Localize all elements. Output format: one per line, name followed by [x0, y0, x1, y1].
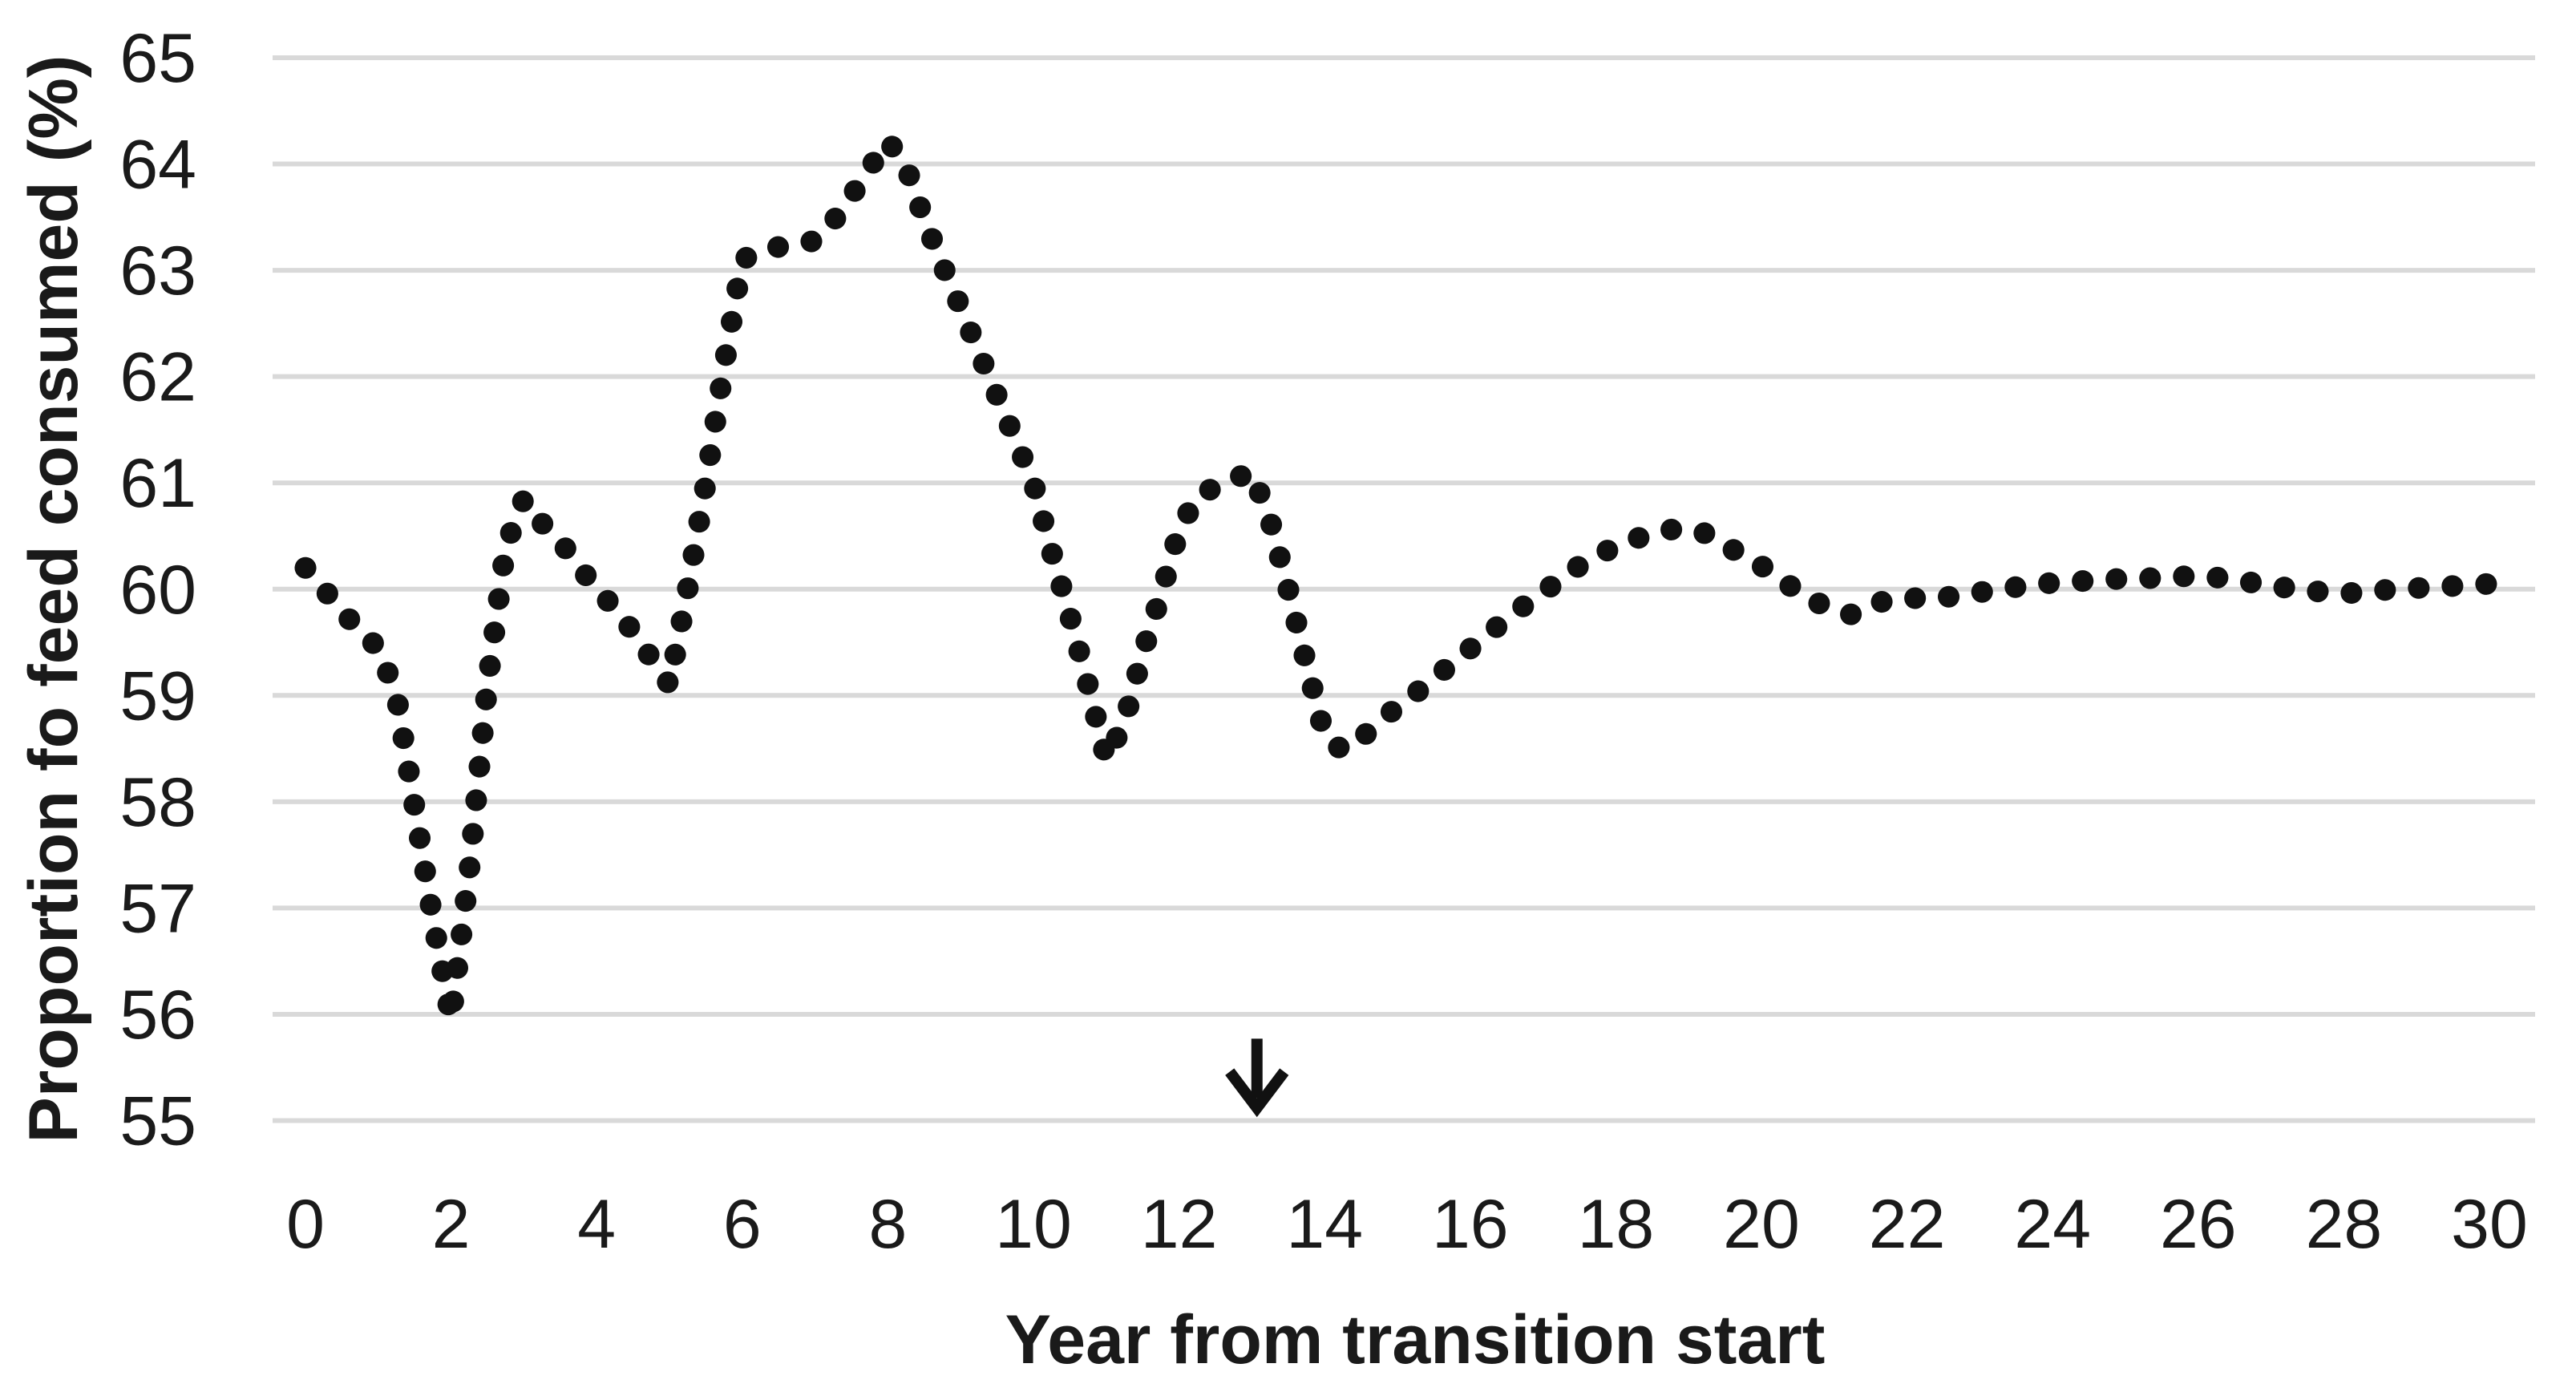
- y-tick-label-64: 64: [119, 127, 196, 204]
- y-tick-label-63: 63: [119, 233, 196, 310]
- x-tick-label-12: 12: [1141, 1186, 1218, 1263]
- x-tick-label-14: 14: [1286, 1186, 1363, 1263]
- y-tick-label-57: 57: [119, 870, 196, 947]
- y-tick-label-62: 62: [119, 339, 196, 416]
- down-arrow-annotation: [1225, 1038, 1289, 1118]
- y-tick-label-56: 56: [119, 977, 196, 1054]
- x-tick-label-28: 28: [2306, 1186, 2383, 1263]
- x-tick-label-2: 2: [432, 1186, 471, 1263]
- x-tick-label-20: 20: [1723, 1186, 1800, 1263]
- x-tick-label-10: 10: [995, 1186, 1072, 1263]
- x-tick-label-0: 0: [286, 1186, 325, 1263]
- y-tick-label-65: 65: [119, 20, 196, 97]
- y-tick-label-55: 55: [119, 1083, 196, 1160]
- dotted-data-series: [294, 129, 2501, 1031]
- x-tick-label-26: 26: [2160, 1186, 2237, 1263]
- down-arrow-head: [1225, 1068, 1289, 1118]
- x-tick-label-4: 4: [577, 1186, 616, 1263]
- x-tick-label-6: 6: [723, 1186, 762, 1263]
- x-axis-tick-labels: 0 2 4 6 8 10 12 14 16 18 20 22 24 26 28 30: [286, 1186, 2528, 1263]
- x-tick-label-30: 30: [2451, 1186, 2528, 1263]
- y-tick-label-61: 61: [119, 445, 196, 522]
- y-tick-label-58: 58: [119, 764, 196, 841]
- x-axis-title: Year from transition start: [1005, 1301, 1826, 1378]
- y-axis-title: Proportion fo feed consumed (%): [15, 55, 92, 1143]
- horizontal-gridlines: [273, 55, 2535, 1123]
- y-tick-label-59: 59: [119, 658, 196, 734]
- x-tick-label-24: 24: [2014, 1186, 2091, 1263]
- x-tick-label-8: 8: [868, 1186, 907, 1263]
- x-tick-label-16: 16: [1432, 1186, 1509, 1263]
- y-axis-tick-labels: 55 56 57 58 59 60 61 62 63 64 65: [119, 20, 196, 1160]
- y-tick-label-60: 60: [119, 552, 196, 629]
- x-tick-label-22: 22: [1869, 1186, 1946, 1263]
- x-tick-label-18: 18: [1578, 1186, 1655, 1263]
